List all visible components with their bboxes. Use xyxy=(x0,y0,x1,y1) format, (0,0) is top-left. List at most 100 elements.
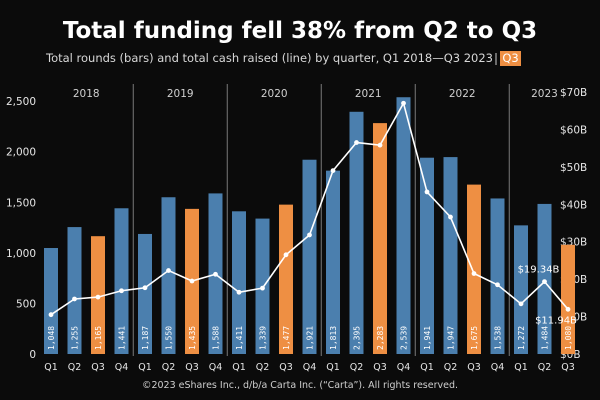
bar-value-label: 1,921 xyxy=(306,326,315,350)
callout-q2-2023: $19.34B xyxy=(518,265,560,276)
bar-value-label: 1,048 xyxy=(47,326,56,350)
quarter-label: Q1 xyxy=(232,362,246,373)
bar-value-label: 1,165 xyxy=(94,326,103,350)
chart-title: Total funding fell 38% from Q2 to Q3 xyxy=(63,18,537,44)
cash-point xyxy=(377,142,383,148)
bar-value-label: 1,255 xyxy=(71,326,80,350)
cash-point xyxy=(518,301,524,307)
cash-point xyxy=(189,278,195,284)
cash-point xyxy=(48,312,54,318)
cash-point xyxy=(424,189,430,195)
bar xyxy=(232,211,246,354)
quarter-label: Q1 xyxy=(44,362,58,373)
cash-point xyxy=(330,168,336,174)
bar xyxy=(326,170,340,354)
year-label: 2022 xyxy=(449,88,476,100)
bar-value-label: 2,283 xyxy=(376,326,385,350)
quarter-label: Q4 xyxy=(491,362,505,373)
quarter-label: Q1 xyxy=(514,362,528,373)
cash-point xyxy=(542,279,547,285)
bar xyxy=(467,184,481,354)
year-label: 2019 xyxy=(167,88,194,100)
left-tick-label: 500 xyxy=(16,298,36,310)
quarter-label: Q1 xyxy=(138,362,152,373)
cash-point xyxy=(354,140,359,145)
bar xyxy=(396,97,411,355)
cash-point xyxy=(448,214,453,220)
year-label: 2021 xyxy=(355,88,382,100)
bar xyxy=(161,197,176,354)
bar xyxy=(279,204,293,354)
bar-value-label: 1,538 xyxy=(494,326,503,350)
bar-value-label: 2,395 xyxy=(353,326,362,350)
cash-point xyxy=(142,285,148,291)
cash-point xyxy=(471,271,477,276)
right-tick-label: $70B xyxy=(560,87,587,99)
bar-value-label: 1,080 xyxy=(564,326,573,350)
left-tick-label: 1,000 xyxy=(6,248,36,260)
bar-value-label: 1,588 xyxy=(212,326,221,350)
bar-value-label: 2,539 xyxy=(400,326,409,350)
cash-point xyxy=(401,100,406,106)
quarter-label: Q3 xyxy=(91,362,105,373)
right-tick-label: $50B xyxy=(560,162,587,174)
quarter-label: Q4 xyxy=(397,362,411,373)
subtitle-tag: Q3 xyxy=(502,51,518,65)
bar xyxy=(349,111,364,354)
bar xyxy=(561,244,575,354)
bar xyxy=(514,225,528,354)
cash-point xyxy=(260,285,265,291)
cash-point xyxy=(495,282,500,288)
cash-point xyxy=(166,268,171,273)
cash-point xyxy=(95,294,101,300)
bar xyxy=(114,208,129,354)
quarter-label: Q2 xyxy=(68,362,82,373)
bar-series: 1,048 1,255 1,165 1,441 1,187 1,550 1,435 1,588… xyxy=(44,97,575,355)
left-axis-ticks: 0 500 1,000 1,500 2,000 2,500 xyxy=(6,96,36,361)
bar xyxy=(44,248,58,354)
quarter-label: Q1 xyxy=(420,362,434,373)
cash-point xyxy=(213,271,218,277)
quarter-label: Q4 xyxy=(209,362,223,373)
cash-line-series xyxy=(48,100,571,318)
quarter-label: Q3 xyxy=(467,362,481,373)
copyright-footer: ©2023 eShares Inc., d/b/a Carta Inc. (“C… xyxy=(142,380,458,391)
year-labels: 2018 2019 2020 2021 2022 2023 xyxy=(73,88,558,100)
quarter-label: Q4 xyxy=(303,362,317,373)
bar xyxy=(443,157,458,354)
bar xyxy=(138,233,152,354)
bar xyxy=(537,203,552,354)
cash-point xyxy=(565,306,571,312)
year-label: 2020 xyxy=(261,88,288,100)
left-tick-label: 1,500 xyxy=(6,197,36,209)
year-label: 2018 xyxy=(73,88,100,100)
year-dividers xyxy=(132,84,510,356)
bar xyxy=(420,157,434,354)
bar xyxy=(67,227,82,354)
quarter-label: Q2 xyxy=(444,362,458,373)
left-tick-label: 2,000 xyxy=(6,147,36,159)
quarter-label: Q3 xyxy=(561,362,575,373)
quarter-label: Q4 xyxy=(115,362,129,373)
quarter-label: Q3 xyxy=(279,362,293,373)
quarter-label: Q2 xyxy=(162,362,176,373)
left-tick-label: 2,500 xyxy=(6,96,36,108)
bar-value-label: 1,484 xyxy=(541,326,550,350)
bar-value-label: 1,441 xyxy=(118,326,127,350)
bar-value-label: 1,272 xyxy=(517,326,526,350)
bar-value-label: 1,813 xyxy=(329,326,338,350)
bar-value-label: 1,550 xyxy=(165,326,174,350)
cash-point xyxy=(307,232,312,238)
bar-value-label: 1,187 xyxy=(141,326,150,350)
cash-point xyxy=(283,252,289,258)
left-tick-label: 0 xyxy=(29,349,36,361)
quarter-label: Q2 xyxy=(256,362,270,373)
bar xyxy=(490,198,505,354)
cash-point xyxy=(236,289,242,295)
quarter-label: Q3 xyxy=(373,362,387,373)
right-tick-label: $40B xyxy=(560,199,587,211)
subtitle-tag-box xyxy=(500,51,521,66)
bar-value-label: 1,411 xyxy=(235,326,244,350)
bar xyxy=(373,123,387,354)
bar-value-label: 1,947 xyxy=(447,326,456,350)
